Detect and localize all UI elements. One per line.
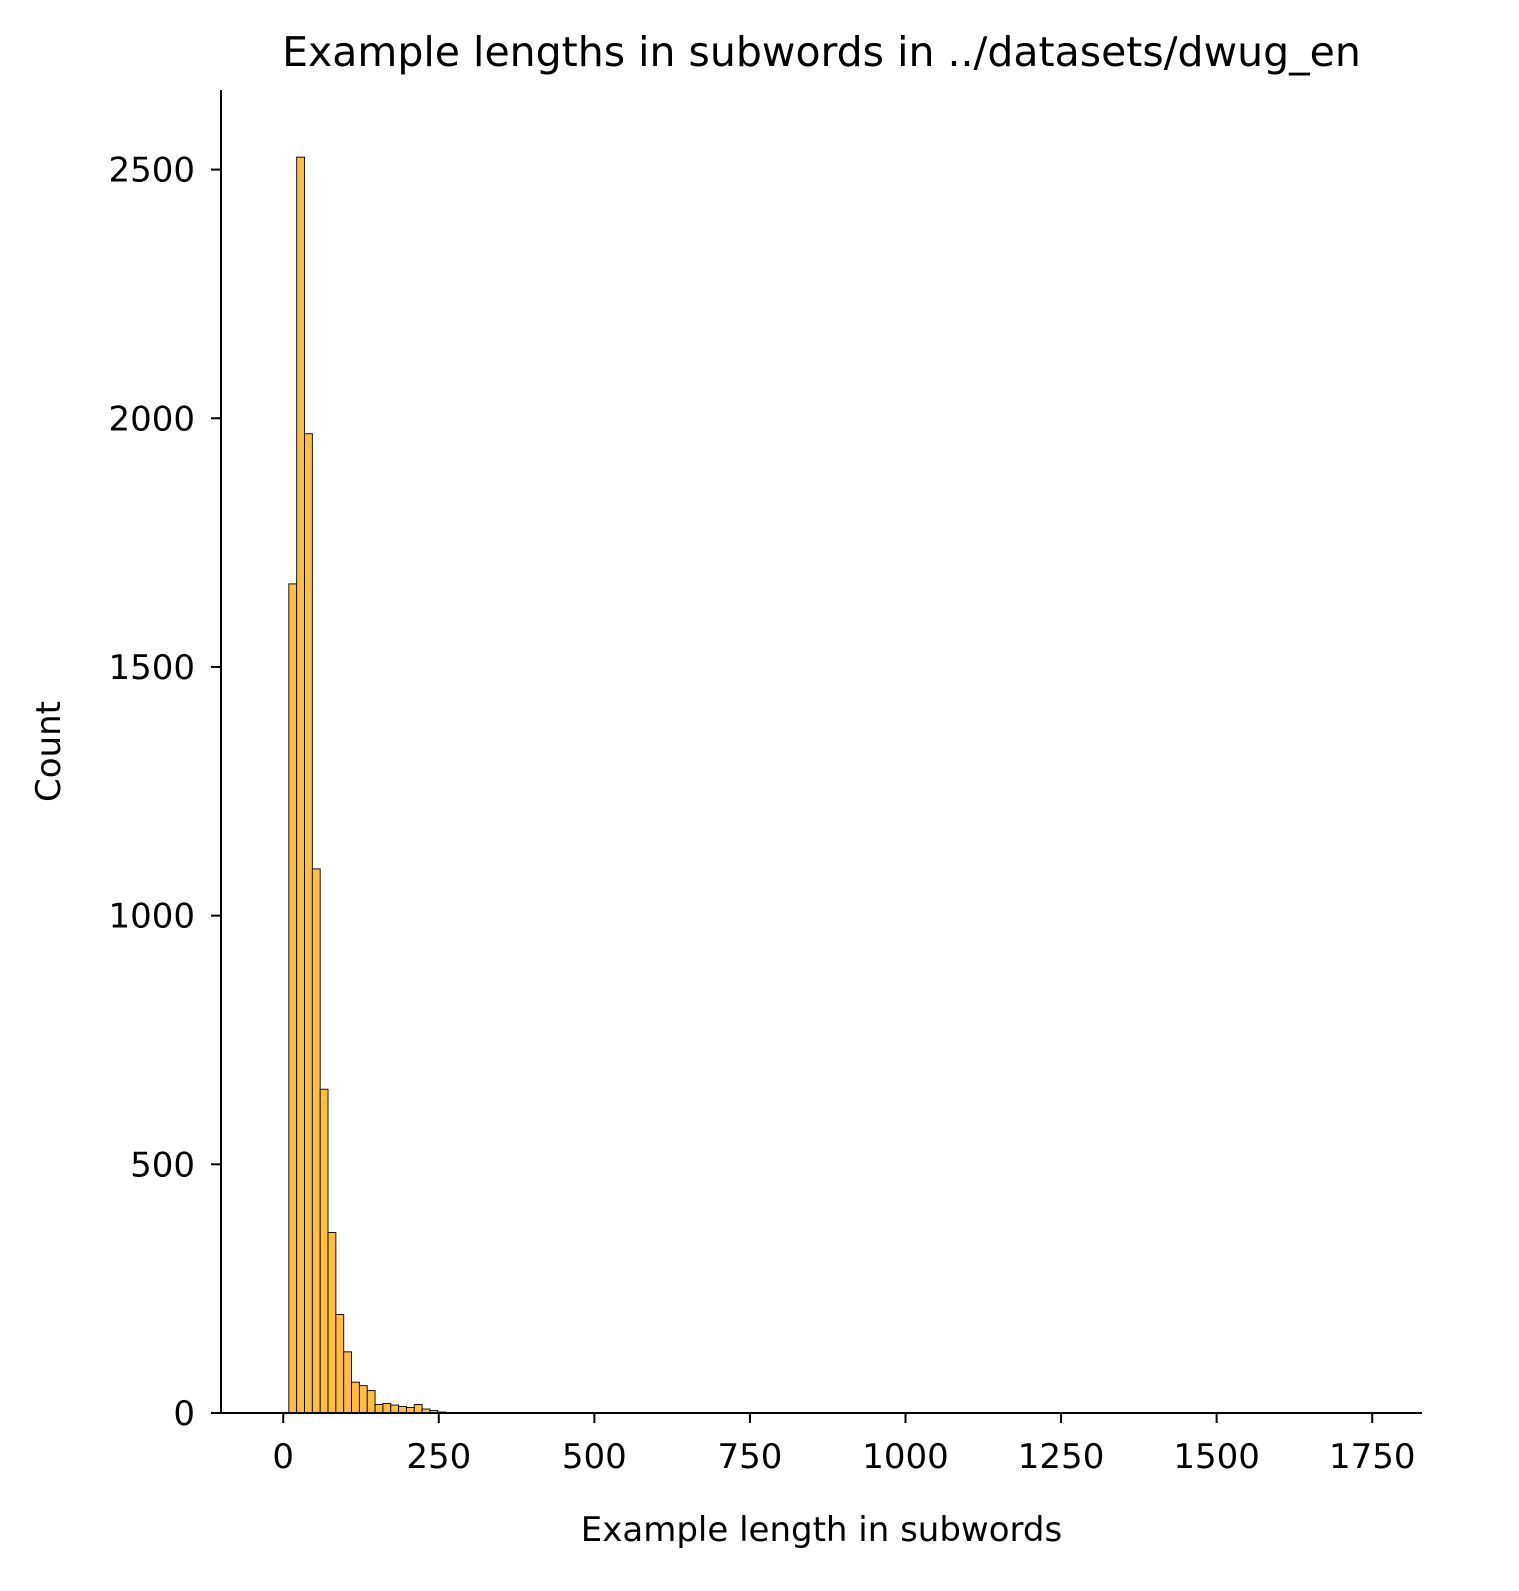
histogram-bar [311, 868, 321, 1414]
histogram-bar [351, 1381, 360, 1414]
x-tick-label: 1500 [1173, 1437, 1260, 1477]
histogram-bar [390, 1404, 400, 1414]
histogram-bar [343, 1351, 353, 1414]
y-tick-label: 2500 [108, 151, 195, 191]
x-tick-label: 1250 [1018, 1437, 1105, 1477]
x-tick-label: 1750 [1329, 1437, 1416, 1477]
x-tick-label: 0 [272, 1437, 294, 1477]
y-tick-label: 2000 [108, 399, 195, 439]
y-tick-label: 1500 [108, 648, 195, 688]
x-tick-label: 1000 [862, 1437, 949, 1477]
histogram-bar [288, 583, 298, 1414]
x-tick-label: 500 [562, 1437, 627, 1477]
histogram-bar [304, 433, 313, 1414]
y-axis-label: Count [29, 701, 69, 802]
x-axis-label: Example length in subwords [581, 1510, 1062, 1550]
y-tick-label: 0 [173, 1394, 195, 1434]
x-tick-label: 750 [717, 1437, 782, 1477]
histogram-bar [374, 1404, 384, 1414]
y-tick-label: 500 [130, 1145, 195, 1185]
y-tick-label: 1000 [108, 897, 195, 937]
chart-title: Example lengths in subwords in ../datase… [282, 28, 1361, 76]
histogram-bar [358, 1385, 368, 1414]
x-tick-label: 250 [406, 1437, 471, 1477]
histogram-bar [327, 1232, 337, 1414]
histogram-bar [382, 1403, 392, 1414]
histogram-bar [413, 1404, 423, 1414]
histogram-bar [296, 156, 305, 1414]
histogram-bar [366, 1390, 376, 1414]
bars-layer [288, 156, 1356, 1414]
axes-layer: 0 250 500 750 1000 1250 1500 1750 0 500 1000 1500 20… [108, 90, 1422, 1477]
histogram-bar [319, 1088, 329, 1414]
histogram-bar [335, 1314, 345, 1414]
